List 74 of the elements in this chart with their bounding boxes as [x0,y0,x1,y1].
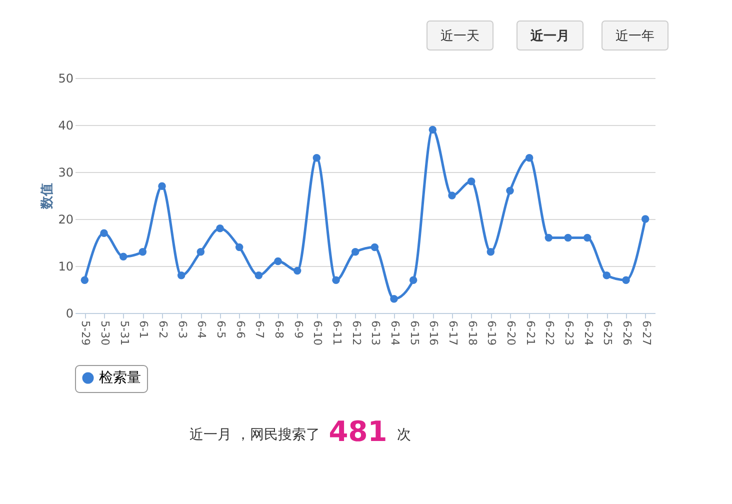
text: 近一月 [530,28,570,44]
x-tick-label: 6-15 [408,320,421,346]
text: 近一月 ，网民搜索了 [190,427,320,443]
y-tick-label: 40 [58,118,74,132]
y-tick-label: 0 [66,306,74,320]
point [486,248,495,256]
x-tick-label: 6-23 [562,320,576,346]
x-tick-label: 6-10 [311,320,324,346]
x-tick-label: 6-19 [485,320,498,346]
point [602,272,611,280]
point [138,248,147,256]
x-tick-label: 6-20 [504,320,518,346]
x-tick-label: 6-14 [388,320,402,346]
x-tick-label: 6-22 [543,320,556,346]
x-tick-label: 6-25 [601,320,614,346]
point [448,192,456,200]
x-tick-label: 6-27 [640,320,653,346]
x-tick-label: 6-8 [272,320,286,338]
x-tick-label: 6-17 [446,320,460,346]
point [80,276,89,284]
point [216,224,224,232]
x-tick-label: 6-18 [466,320,479,346]
point [428,126,437,134]
text: 次 [397,427,411,443]
x-tick-label: 6-11 [330,320,344,346]
point [177,272,186,280]
point [293,266,302,275]
point [525,154,534,162]
point [564,234,572,242]
point [544,234,553,242]
x-tick-label: 6-12 [350,320,363,346]
point [467,178,476,186]
x-tick-label: 6-24 [582,320,595,346]
x-tick-label: 6-3 [176,320,189,338]
point [235,243,244,252]
text: 近一年 [616,29,654,44]
x-tick-label: 5-29 [79,320,92,346]
x-tick-label: 6-9 [292,320,305,338]
text: 481 [328,415,388,448]
x-tick-label: 6-7 [253,320,266,338]
point [158,182,166,190]
point [332,276,340,284]
point [196,248,205,256]
point [506,186,514,195]
y-tick-label: 30 [58,166,74,180]
x-tick-label: 6-4 [195,320,208,338]
x-tick-label: 6-5 [214,320,228,338]
point [370,243,379,252]
point [583,234,592,242]
x-tick-label: 6-6 [234,320,247,338]
x-tick-label: 5-30 [98,320,112,346]
point [641,215,650,223]
x-tick-label: 6-2 [156,320,170,338]
y-tick-label: 10 [58,260,74,274]
x-tick-label: 6-1 [137,320,150,338]
point [312,154,321,162]
x-tick-label: 6-13 [369,320,382,346]
legend-label: 检索量 [99,370,141,386]
point [100,229,108,237]
y-tick-label: 50 [58,72,74,86]
point [351,248,360,256]
point [409,276,418,284]
point [390,295,398,303]
x-tick-label: 6-21 [524,320,537,346]
text: 近一天 [440,29,480,44]
y-tick-label: 20 [58,212,74,226]
point [119,252,128,260]
y-axis-title: 数值 [40,183,56,210]
x-tick-label: 6-16 [427,320,440,346]
point [622,276,630,284]
x-tick-label: 5-31 [118,320,131,346]
x-tick-label: 6-26 [620,320,634,346]
point [254,272,263,280]
point [274,257,282,266]
